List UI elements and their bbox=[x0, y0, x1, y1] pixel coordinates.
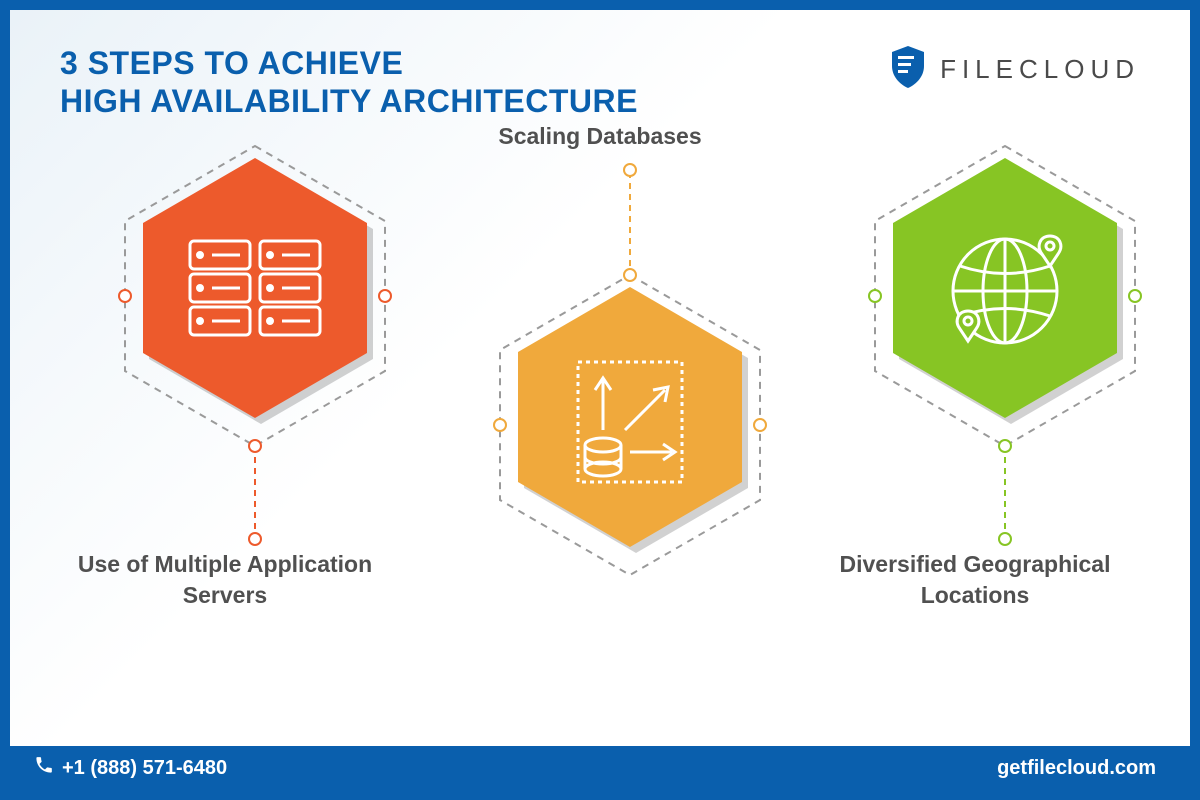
shield-icon bbox=[888, 44, 928, 95]
step-multiple-servers: Use of Multiple Application Servers bbox=[70, 141, 380, 611]
hex-2 bbox=[475, 162, 725, 452]
footer-website: getfilecloud.com bbox=[997, 757, 1156, 780]
footer-bar: +1 (888) 571-6480 getfilecloud.com bbox=[10, 746, 1190, 790]
title-line-2: HIGH AVAILABILITY ARCHITECTURE bbox=[60, 83, 638, 119]
phone-icon bbox=[34, 755, 54, 781]
hex-3 bbox=[850, 141, 1100, 431]
footer-phone: +1 (888) 571-6480 bbox=[34, 755, 227, 781]
steps-row: Use of Multiple Application Servers Scal… bbox=[10, 121, 1190, 691]
step-label-2: Scaling Databases bbox=[498, 121, 701, 152]
brand-logo: FILECLOUD bbox=[888, 44, 1140, 95]
page-title: 3 STEPS TO ACHIEVE HIGH AVAILABILITY ARC… bbox=[60, 44, 638, 121]
phone-number: +1 (888) 571-6480 bbox=[62, 757, 227, 780]
hex-1 bbox=[100, 141, 350, 431]
step-scaling-databases: Scaling Databases bbox=[445, 121, 755, 452]
step-geo-locations: Diversified Geographical Locations bbox=[820, 141, 1130, 611]
title-line-1: 3 STEPS TO ACHIEVE bbox=[60, 45, 403, 81]
brand-text: FILECLOUD bbox=[940, 54, 1140, 85]
header: 3 STEPS TO ACHIEVE HIGH AVAILABILITY ARC… bbox=[10, 10, 1190, 121]
infographic-frame: 3 STEPS TO ACHIEVE HIGH AVAILABILITY ARC… bbox=[0, 0, 1200, 800]
step-label-3: Diversified Geographical Locations bbox=[820, 549, 1130, 611]
step-label-1: Use of Multiple Application Servers bbox=[70, 549, 380, 611]
